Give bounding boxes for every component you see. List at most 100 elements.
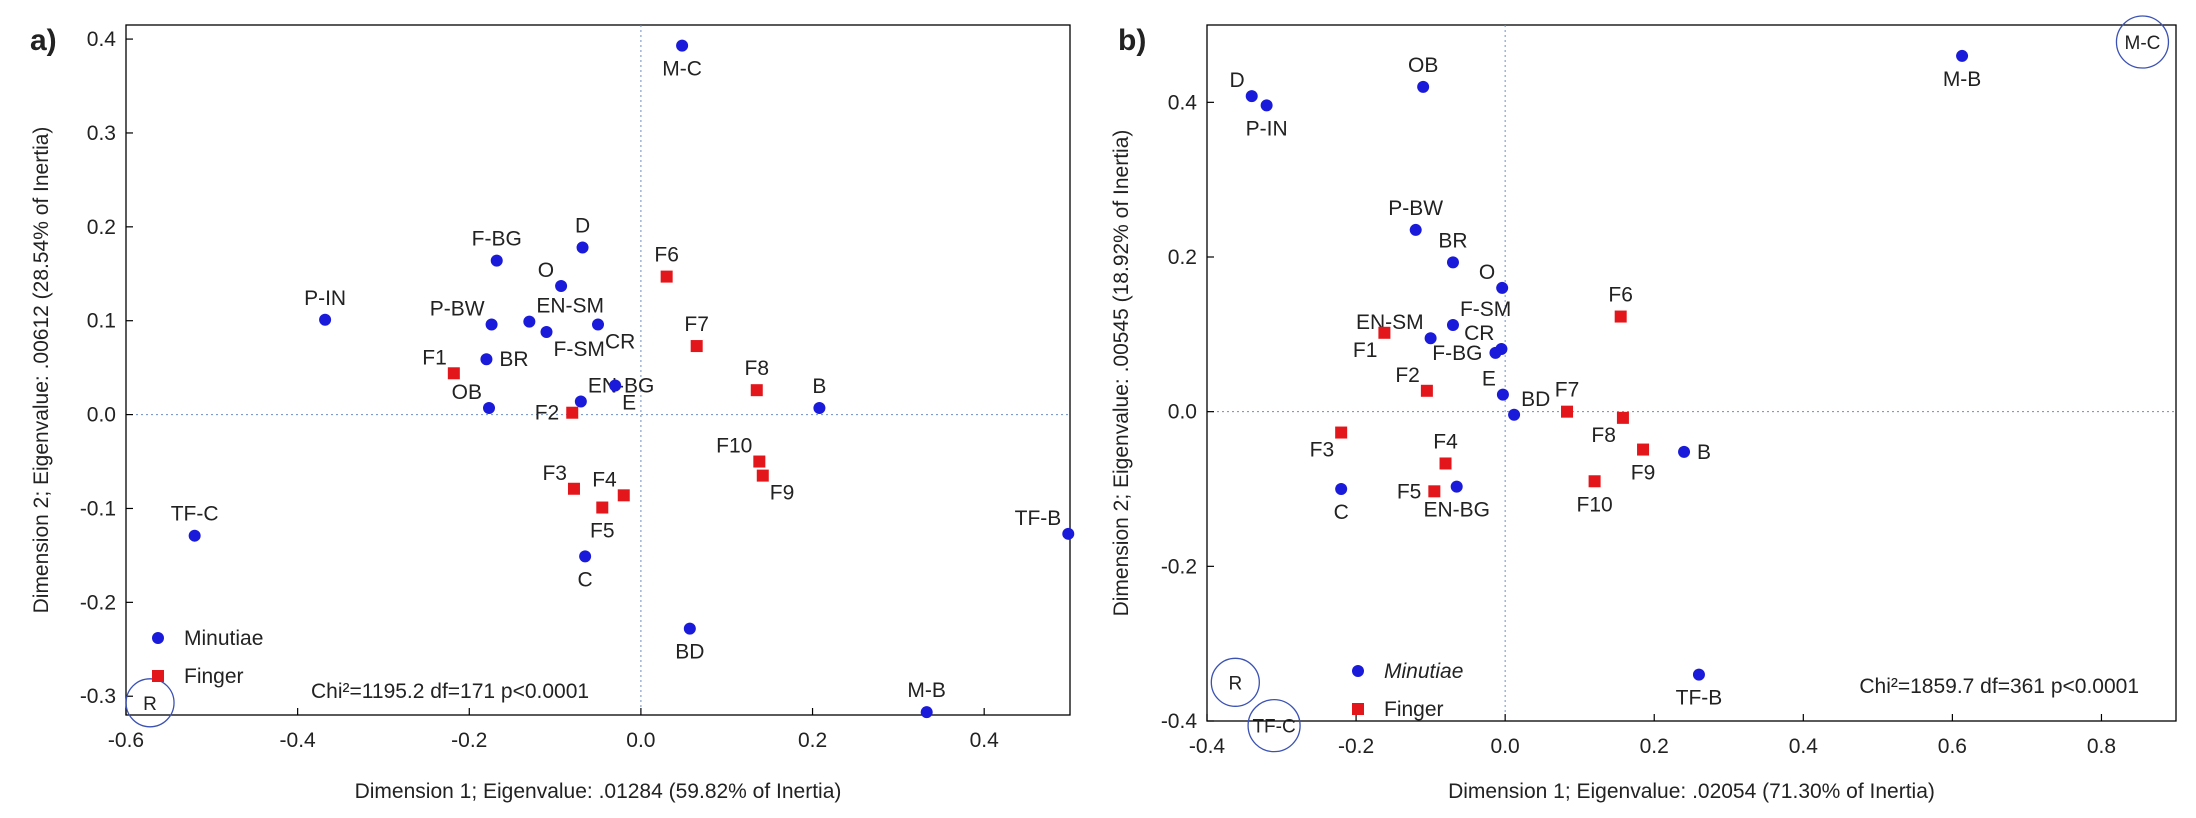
point-label: F3	[1310, 439, 1335, 462]
x-tick-label: 0.2	[1640, 735, 1669, 758]
finger-point	[1561, 405, 1574, 418]
minutiae-point	[920, 706, 933, 719]
finger-point	[617, 489, 630, 502]
point-label: F7	[684, 313, 709, 336]
point-label: F-SM	[554, 338, 605, 361]
y-tick-label: -0.4	[1161, 710, 1198, 733]
point-label: CR	[605, 330, 635, 353]
x-axis-title: Dimension 1; Eigenvalue: .01284 (59.82% …	[355, 780, 842, 803]
finger-point	[567, 482, 580, 495]
minutiae-point	[1692, 668, 1705, 681]
finger-point	[596, 501, 609, 514]
annotation-label: R	[143, 694, 157, 715]
minutiae-point	[1335, 483, 1348, 495]
finger-point	[1335, 426, 1348, 439]
point-label: F2	[535, 402, 560, 425]
minutiae-point	[1496, 281, 1509, 294]
point-label: F7	[1555, 379, 1580, 402]
minutiae-point	[683, 622, 696, 635]
finger-point	[690, 340, 703, 353]
y-tick-label: 0.2	[1168, 246, 1197, 269]
finger-point	[1588, 475, 1601, 488]
point-label: F9	[1631, 462, 1656, 485]
point-label: F-BG	[472, 228, 522, 251]
point-label: F-SM	[1460, 298, 1511, 321]
point-label: M-B	[1943, 68, 1982, 91]
finger-point	[566, 406, 579, 419]
annotation-circle	[1247, 698, 1301, 753]
legend-label: Minutiae	[184, 627, 263, 650]
minutiae-point	[592, 318, 604, 331]
minutiae-point	[1446, 256, 1459, 269]
x-tick-label: 0.0	[1491, 735, 1520, 758]
point-label: F5	[1397, 480, 1422, 503]
x-tick-label: 0.0	[626, 729, 655, 752]
point-label: F8	[745, 357, 770, 380]
minutiae-point	[555, 279, 568, 292]
point-label: P-BW	[430, 297, 485, 320]
point-label: F4	[1433, 430, 1458, 453]
chi-square-stat: Chi²=1195.2 df=171 p<0.0001	[311, 680, 589, 703]
minutiae-point	[1062, 527, 1075, 540]
point-label: F6	[1608, 284, 1633, 307]
point-label: E	[1482, 368, 1496, 391]
annotation-circle	[125, 678, 175, 728]
point-label: F10	[1577, 493, 1613, 516]
x-tick-label: -0.4	[1189, 735, 1226, 758]
point-label: EN-SM	[536, 295, 604, 318]
panel-letter: b)	[1118, 24, 1146, 57]
point-label: F5	[590, 520, 615, 543]
x-tick-label: 0.2	[798, 729, 827, 752]
point-label: TF-C	[171, 503, 219, 526]
y-tick-label: 0.4	[87, 28, 117, 51]
minutiae-point	[485, 318, 498, 331]
point-label: O	[538, 259, 554, 282]
y-tick-label: 0.1	[87, 310, 116, 333]
panel-letter: a)	[30, 24, 57, 57]
point-label: BR	[1438, 229, 1467, 252]
finger-point	[753, 455, 766, 468]
point-label: TF-B	[1676, 687, 1723, 710]
panel-a: a) -0.6 -0.4 -0.2 0.0 0.2 0.4 -0.3 -0.2 -0.1 0.0 0.…	[30, 24, 1075, 803]
minutiae-point	[490, 254, 503, 267]
point-label: D	[575, 214, 590, 237]
legend-label: Minutiae	[1384, 660, 1463, 683]
minutiae-point	[480, 353, 493, 366]
minutiae-point	[523, 315, 536, 328]
point-label: F2	[1395, 364, 1420, 387]
chi-square-stat: Chi²=1859.7 df=361 p<0.0001	[1859, 675, 2139, 698]
minutiae-point	[1409, 223, 1422, 236]
point-label: BD	[675, 641, 704, 664]
annotation-label: R	[1228, 673, 1242, 694]
minutiae-point	[1245, 90, 1258, 103]
minutiae-point	[1956, 49, 1969, 62]
minutiae-point	[576, 241, 589, 254]
annotation-circle	[1210, 657, 1260, 707]
legend-marker-minutiae	[152, 632, 164, 644]
minutiae-point	[1417, 80, 1430, 93]
finger-point	[1616, 411, 1629, 424]
x-tick-label: 0.4	[1789, 735, 1819, 758]
x-tick-label: 0.8	[2087, 735, 2116, 758]
plot-frame	[1206, 24, 2177, 722]
x-tick-label: -0.4	[280, 729, 317, 752]
annotation-label: M-C	[2125, 33, 2161, 54]
plot-frame	[125, 24, 1071, 716]
finger-point	[1637, 443, 1650, 456]
x-tick-label: 0.6	[1938, 735, 1967, 758]
minutiae-point	[813, 402, 826, 415]
minutiae-point	[579, 550, 592, 563]
y-tick-label: 0.4	[1168, 91, 1198, 114]
minutiae-point	[1260, 99, 1273, 112]
legend-marker-finger	[1352, 703, 1364, 715]
point-label: F3	[542, 462, 567, 485]
point-label: F8	[1591, 424, 1616, 447]
legend-marker-finger	[152, 670, 164, 682]
minutiae-point	[609, 379, 622, 392]
x-tick-label: -0.6	[108, 729, 144, 752]
point-label: BD	[1521, 388, 1550, 411]
point-label: F1	[1353, 339, 1378, 362]
finger-point	[1428, 485, 1441, 498]
x-tick-label: -0.2	[451, 729, 487, 752]
point-label: F10	[716, 435, 752, 458]
